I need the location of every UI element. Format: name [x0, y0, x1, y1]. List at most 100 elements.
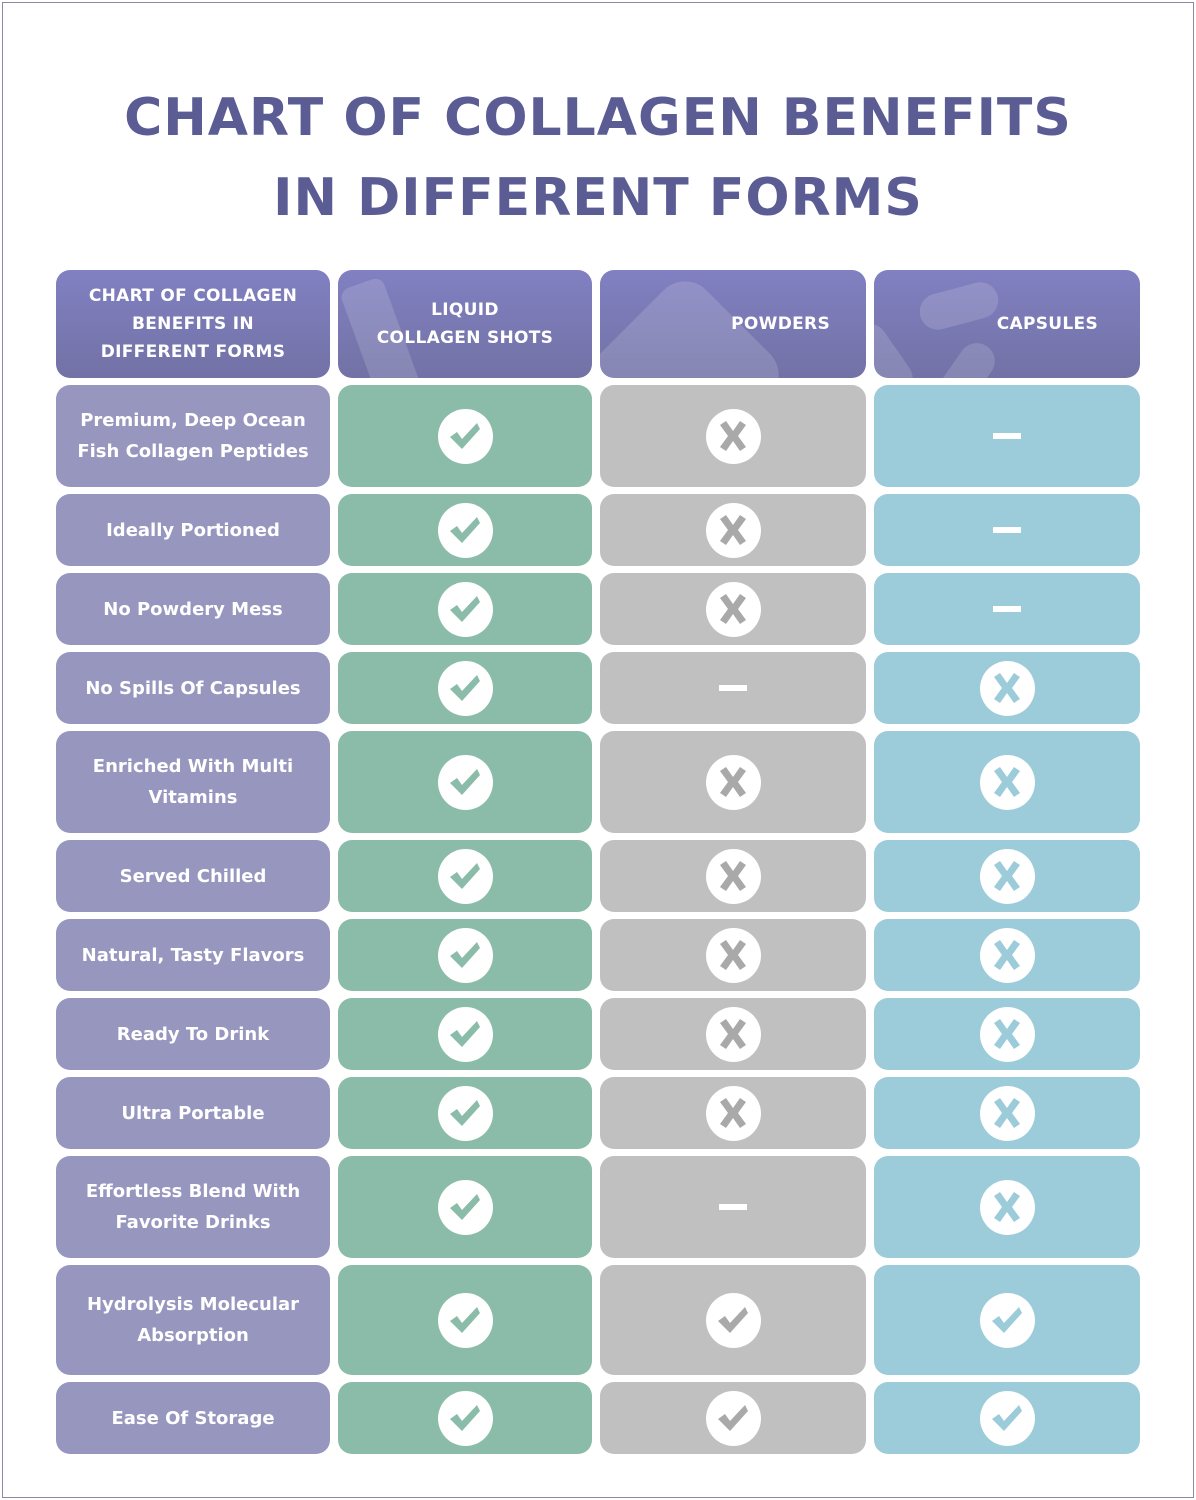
table-cell	[874, 494, 1140, 566]
table-cell	[338, 998, 592, 1070]
text-line: BENEFITS IN	[132, 314, 254, 334]
capsule-icon-shape	[932, 336, 1002, 378]
table-cell	[874, 1265, 1140, 1375]
check-icon	[437, 1292, 493, 1348]
x-icon	[979, 754, 1035, 810]
x-icon	[979, 660, 1035, 716]
check-icon	[705, 1292, 761, 1348]
cell-text: Served Chilled	[120, 861, 267, 892]
dash-icon	[993, 527, 1021, 533]
table-cell	[600, 1077, 866, 1149]
row-label: Ease Of Storage	[56, 1382, 330, 1454]
row-label: Enriched With Multi Vitamins	[56, 731, 330, 833]
check-icon	[437, 1085, 493, 1141]
table-cell	[338, 494, 592, 566]
table-cell	[338, 652, 592, 724]
check-icon	[437, 1006, 493, 1062]
table-cell	[874, 840, 1140, 912]
cell-text: Ideally Portioned	[106, 515, 280, 546]
x-icon	[705, 927, 761, 983]
cell-text: Premium, Deep Ocean Fish Collagen Peptide…	[77, 405, 308, 467]
x-icon	[705, 848, 761, 904]
x-icon	[979, 1179, 1035, 1235]
table-cell	[338, 573, 592, 645]
page-title: CHART OF COLLAGEN BENEFITS IN DIFFERENT …	[0, 78, 1196, 238]
column-header-2: POWDERS	[600, 270, 866, 378]
x-icon	[705, 408, 761, 464]
cell-text: Hydrolysis Molecular Absorption	[87, 1289, 299, 1351]
table-cell	[600, 573, 866, 645]
table-cell	[338, 840, 592, 912]
column-header-1: LIQUID COLLAGEN SHOTS	[338, 270, 592, 378]
text-line: Fish Collagen Peptides	[77, 441, 309, 462]
table-cell	[600, 919, 866, 991]
table-cell	[600, 1156, 866, 1258]
text-line: CHART OF COLLAGEN	[88, 286, 298, 306]
text-line: POWDERS	[731, 314, 830, 334]
row-label: Ultra Portable	[56, 1077, 330, 1149]
text-line: Premium, Deep Ocean	[80, 410, 306, 431]
text-line: Effortless Blend With	[85, 1181, 301, 1202]
capsule-icon-shape	[874, 316, 920, 378]
table-cell	[338, 1077, 592, 1149]
check-icon	[437, 660, 493, 716]
check-icon	[705, 1390, 761, 1446]
column-header-3: CAPSULES	[874, 270, 1140, 378]
text-line: Ultra Portable	[121, 1102, 265, 1124]
row-label: Ready To Drink	[56, 998, 330, 1070]
cell-text: POWDERS	[731, 310, 830, 338]
text-line: No Spills Of Capsules	[85, 677, 301, 699]
table-cell	[874, 652, 1140, 724]
table-cell	[874, 573, 1140, 645]
text-line: LIQUID	[431, 300, 499, 320]
text-line: Served Chilled	[119, 865, 267, 887]
table-cell	[338, 919, 592, 991]
table-cell	[600, 840, 866, 912]
table-cell	[874, 731, 1140, 833]
table-cell	[600, 1382, 866, 1454]
cell-text: Ultra Portable	[121, 1098, 264, 1129]
table-cell	[874, 1382, 1140, 1454]
text-line: Enriched With Multi	[92, 756, 294, 777]
check-icon	[437, 927, 493, 983]
table-cell	[338, 1265, 592, 1375]
row-label: Served Chilled	[56, 840, 330, 912]
text-line: No Powdery Mess	[103, 598, 283, 620]
check-icon	[437, 502, 493, 558]
text-line: Natural, Tasty Flavors	[81, 944, 305, 966]
cell-text: Enriched With Multi Vitamins	[93, 751, 293, 813]
x-icon	[979, 1085, 1035, 1141]
x-icon	[705, 1085, 761, 1141]
row-label: No Spills Of Capsules	[56, 652, 330, 724]
x-icon	[979, 1006, 1035, 1062]
text-line: Vitamins	[148, 787, 238, 808]
cell-text: CAPSULES	[997, 310, 1098, 338]
cell-text: LIQUID COLLAGEN SHOTS	[377, 296, 553, 352]
cell-text: No Spills Of Capsules	[85, 673, 300, 704]
table-cell	[600, 1265, 866, 1375]
check-icon	[979, 1292, 1035, 1348]
table-cell	[338, 385, 592, 487]
dash-icon	[719, 1204, 747, 1210]
text-line: COLLAGEN SHOTS	[376, 328, 554, 348]
table-cell	[874, 385, 1140, 487]
check-icon	[437, 754, 493, 810]
table-cell	[338, 1382, 592, 1454]
check-icon	[437, 1179, 493, 1235]
x-icon	[979, 848, 1035, 904]
table-cell	[600, 998, 866, 1070]
cell-text: CHART OF COLLAGEN BENEFITS IN DIFFERENT FO…	[89, 282, 297, 366]
text-line: DIFFERENT FORMS	[100, 342, 286, 362]
check-icon	[437, 408, 493, 464]
table-cell	[338, 731, 592, 833]
dash-icon	[719, 685, 747, 691]
cell-text: Ease Of Storage	[111, 1403, 274, 1434]
text-line: CAPSULES	[996, 314, 1098, 334]
table-cell	[600, 494, 866, 566]
cell-text: Effortless Blend With Favorite Drinks	[86, 1176, 300, 1238]
check-icon	[437, 848, 493, 904]
cell-text: No Powdery Mess	[103, 594, 282, 625]
table-cell	[338, 1156, 592, 1258]
text-line: Favorite Drinks	[115, 1212, 271, 1233]
